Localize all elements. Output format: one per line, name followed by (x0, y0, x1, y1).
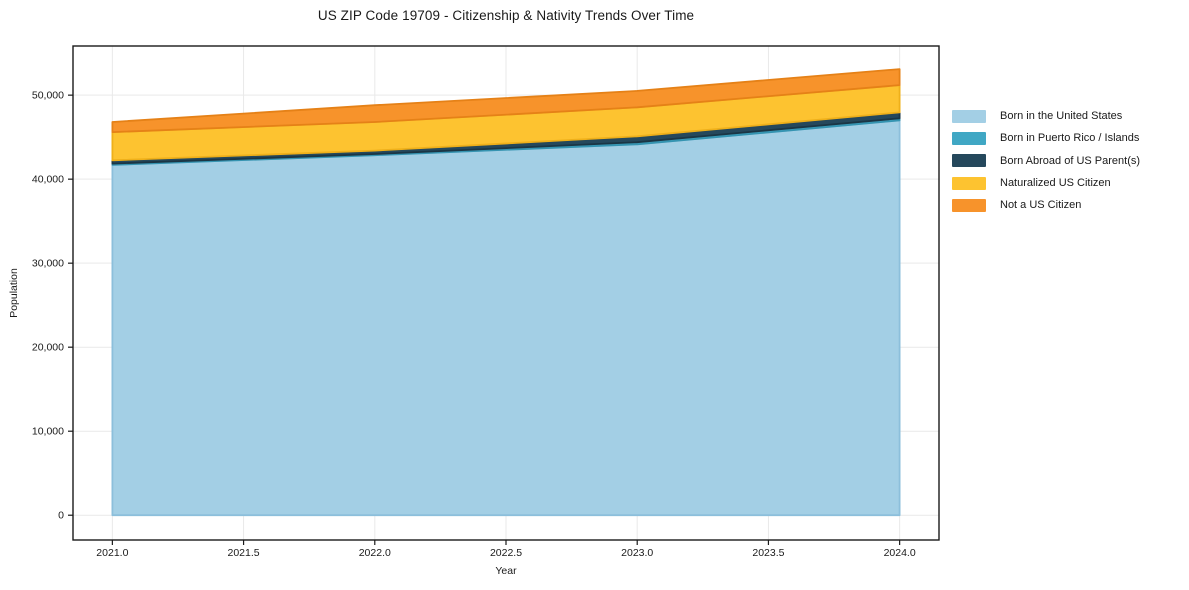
legend-item: Born Abroad of US Parent(s) (952, 150, 1140, 172)
y-tick-label: 50,000 (32, 90, 64, 102)
area-born-in-the-united-states (111, 119, 901, 517)
chart-title: US ZIP Code 19709 - Citizenship & Nativi… (317, 8, 695, 23)
x-tick-label: 2022.5 (490, 547, 522, 559)
x-tick-label: 2023.0 (621, 547, 653, 559)
legend-swatch-naturalized (952, 176, 986, 190)
legend-swatch-noncitizen (952, 198, 986, 212)
legend-label: Born in Puerto Rico / Islands (1000, 132, 1140, 145)
legend-swatch-born-us (952, 109, 986, 123)
area-not-a-us-citizen (111, 68, 901, 134)
legend-item: Not a US Citizen (952, 194, 1140, 216)
legend-item: Naturalized US Citizen (952, 172, 1140, 194)
legend: Born in the United States Born in Puerto… (952, 105, 1140, 216)
y-tick-label: 10,000 (32, 426, 64, 438)
x-tick-label: 2023.5 (752, 547, 784, 559)
legend-item: Born in the United States (952, 105, 1140, 127)
x-tick-label: 2024.0 (884, 547, 916, 559)
y-tick-label: 0 (58, 510, 64, 522)
legend-label: Born in the United States (1000, 110, 1123, 123)
y-tick-label: 40,000 (32, 174, 64, 186)
legend-label: Not a US Citizen (1000, 199, 1082, 212)
y-tick-label: 20,000 (32, 342, 64, 354)
x-tick-label: 2021.5 (228, 547, 260, 559)
legend-swatch-born-abroad (952, 154, 986, 168)
x-tick-label: 2022.0 (359, 547, 391, 559)
x-tick-label: 2021.0 (96, 547, 128, 559)
x-axis-title: Year (495, 565, 517, 577)
legend-item: Born in Puerto Rico / Islands (952, 127, 1140, 149)
y-tick-label: 30,000 (32, 258, 64, 270)
legend-label: Naturalized US Citizen (1000, 177, 1111, 190)
legend-swatch-born-pr (952, 131, 986, 145)
legend-label: Born Abroad of US Parent(s) (1000, 154, 1141, 167)
